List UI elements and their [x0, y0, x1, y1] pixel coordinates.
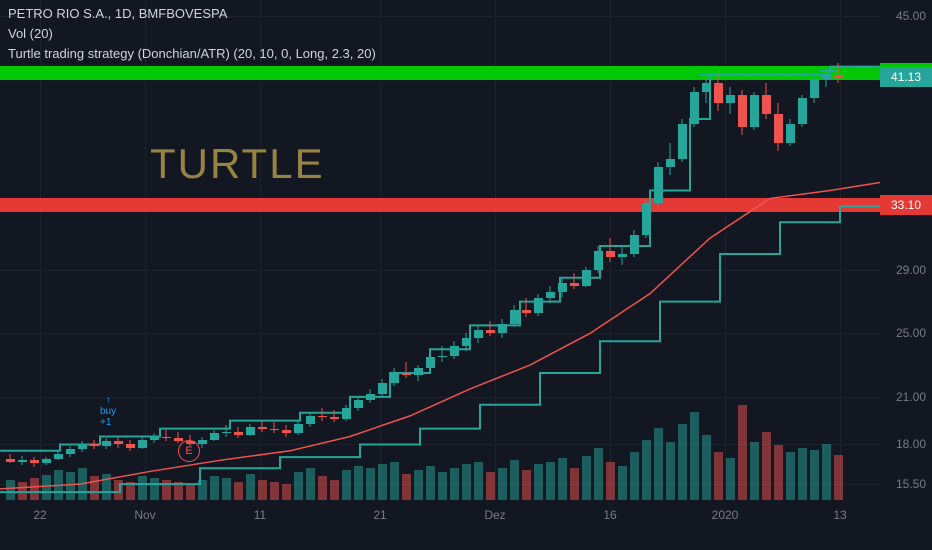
x-tick-label: 21: [373, 508, 386, 522]
x-tick-label: 22: [33, 508, 46, 522]
y-tick-label: 18.00: [896, 437, 926, 451]
chart-area[interactable]: PETRO RIO S.A., 1D, BMFBOVESPA Vol (20) …: [0, 0, 880, 500]
y-tick-label: 21.00: [896, 390, 926, 404]
y-tick-label: 45.00: [896, 9, 926, 23]
indicator-lines: [0, 0, 880, 500]
y-axis: 45.0041.3841.1333.1029.0025.0021.0018.00…: [880, 0, 932, 500]
volume-label: Vol (20): [8, 26, 53, 41]
x-tick-label: 11: [254, 508, 266, 522]
x-axis: 22 Nov 11 21 Dez 16 2020 13: [0, 500, 880, 550]
x-tick-label: 16: [603, 508, 616, 522]
buy-marker: ↑ buy +1: [100, 395, 116, 428]
y-tick-label: 25.00: [896, 326, 926, 340]
strategy-label: Turtle trading strategy (Donchian/ATR) (…: [8, 46, 376, 61]
earnings-marker: E: [178, 440, 200, 462]
y-tick-label: 15.50: [896, 477, 926, 491]
x-tick-label: 13: [833, 508, 846, 522]
x-tick-label: 2020: [712, 508, 739, 522]
symbol-label: PETRO RIO S.A., 1D, BMFBOVESPA: [8, 6, 227, 21]
x-tick-label: Dez: [484, 508, 505, 522]
price-tag: 33.10: [880, 195, 932, 215]
x-tick-label: Nov: [134, 508, 155, 522]
y-tick-label: 29.00: [896, 263, 926, 277]
price-tag: 41.13: [880, 67, 932, 87]
